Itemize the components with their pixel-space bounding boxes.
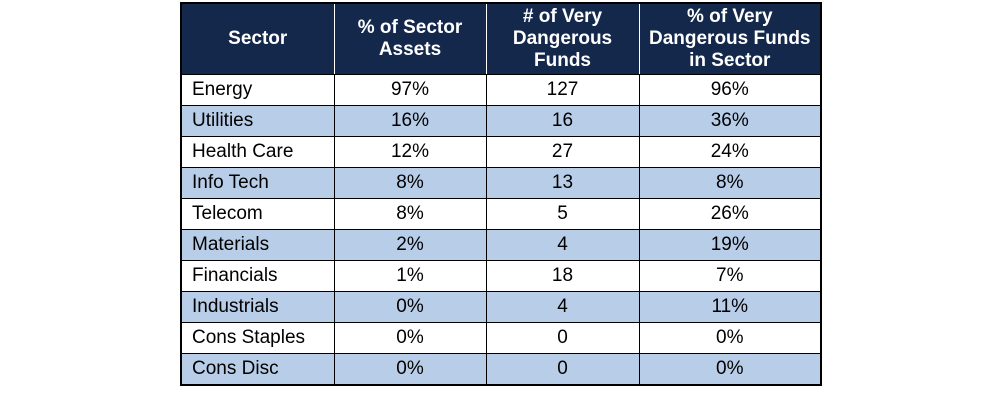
table-row: Energy 97% 127 96%: [180, 74, 822, 106]
header-pct-sector-assets: % of Sector Assets: [333, 2, 487, 75]
sector-assets-cell: 12%: [333, 136, 487, 168]
dangerous-funds-pct-cell: 0%: [638, 322, 822, 354]
dangerous-funds-count-cell: 27: [485, 136, 640, 168]
dangerous-funds-count-cell: 4: [485, 229, 640, 261]
header-pct-dangerous-funds: % of Very Dangerous Funds in Sector: [638, 2, 822, 75]
sector-assets-cell: 8%: [333, 167, 487, 199]
dangerous-funds-pct-cell: 7%: [638, 260, 822, 292]
sector-assets-cell: 97%: [333, 74, 487, 106]
sector-cell: Materials: [180, 229, 335, 261]
sector-assets-cell: 0%: [333, 353, 487, 386]
dangerous-funds-count-cell: 4: [485, 291, 640, 323]
dangerous-funds-count-cell: 16: [485, 105, 640, 137]
sector-cell: Energy: [180, 74, 335, 106]
sector-funds-table: Sector % of Sector Assets # of Very Dang…: [180, 2, 822, 386]
dangerous-funds-pct-cell: 8%: [638, 167, 822, 199]
table-row: Financials 1% 18 7%: [180, 260, 822, 292]
sector-cell: Financials: [180, 260, 335, 292]
sector-assets-cell: 1%: [333, 260, 487, 292]
dangerous-funds-pct-cell: 0%: [638, 353, 822, 386]
dangerous-funds-count-cell: 18: [485, 260, 640, 292]
sector-cell: Utilities: [180, 105, 335, 137]
sector-cell: Health Care: [180, 136, 335, 168]
table-row: Telecom 8% 5 26%: [180, 198, 822, 230]
sector-cell: Cons Disc: [180, 353, 335, 386]
table-row: Health Care 12% 27 24%: [180, 136, 822, 168]
table-row: Cons Staples 0% 0 0%: [180, 322, 822, 354]
table-row: Industrials 0% 4 11%: [180, 291, 822, 323]
sector-cell: Info Tech: [180, 167, 335, 199]
dangerous-funds-count-cell: 0: [485, 353, 640, 386]
dangerous-funds-pct-cell: 36%: [638, 105, 822, 137]
dangerous-funds-count-cell: 127: [485, 74, 640, 106]
table-row: Utilities 16% 16 36%: [180, 105, 822, 137]
sector-assets-cell: 16%: [333, 105, 487, 137]
sector-cell: Telecom: [180, 198, 335, 230]
dangerous-funds-pct-cell: 24%: [638, 136, 822, 168]
sector-assets-cell: 0%: [333, 291, 487, 323]
dangerous-funds-pct-cell: 26%: [638, 198, 822, 230]
dangerous-funds-count-cell: 5: [485, 198, 640, 230]
header-num-dangerous-funds: # of Very Dangerous Funds: [485, 2, 640, 75]
dangerous-funds-count-cell: 13: [485, 167, 640, 199]
table-header-row: Sector % of Sector Assets # of Very Dang…: [180, 2, 822, 75]
sector-assets-cell: 8%: [333, 198, 487, 230]
table-row: Info Tech 8% 13 8%: [180, 167, 822, 199]
sector-assets-cell: 2%: [333, 229, 487, 261]
dangerous-funds-count-cell: 0: [485, 322, 640, 354]
sector-assets-cell: 0%: [333, 322, 487, 354]
dangerous-funds-pct-cell: 11%: [638, 291, 822, 323]
dangerous-funds-pct-cell: 96%: [638, 74, 822, 106]
table-row: Cons Disc 0% 0 0%: [180, 353, 822, 386]
header-sector: Sector: [180, 2, 335, 75]
sector-cell: Industrials: [180, 291, 335, 323]
sector-cell: Cons Staples: [180, 322, 335, 354]
table-row: Materials 2% 4 19%: [180, 229, 822, 261]
dangerous-funds-pct-cell: 19%: [638, 229, 822, 261]
sector-table-container: Sector % of Sector Assets # of Very Dang…: [180, 2, 822, 386]
